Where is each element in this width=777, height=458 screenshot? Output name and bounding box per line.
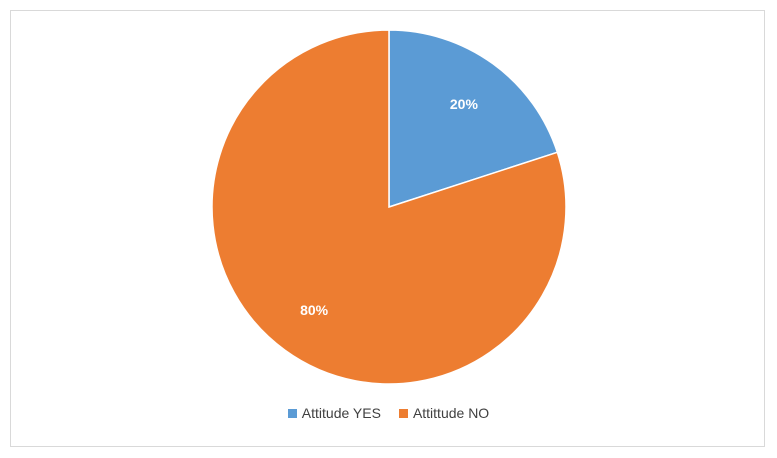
legend-swatch-attitude-yes xyxy=(287,408,297,418)
legend-label-attitude-yes: Attitude YES xyxy=(301,405,381,421)
data-label-attitude-yes: 20% xyxy=(450,96,479,112)
legend-swatch-attitude-no xyxy=(398,408,408,418)
chart-legend: Attitude YES Attittude NO xyxy=(0,401,777,425)
legend-item-attitude-no: Attittude NO xyxy=(398,405,490,421)
legend-item-attitude-yes: Attitude YES xyxy=(287,405,381,421)
legend-label-attitude-no: Attittude NO xyxy=(412,405,490,421)
pie-slice-attitude-no xyxy=(211,29,567,385)
pie-slice-attitude-yes xyxy=(388,29,559,209)
data-label-attitude-no: 80% xyxy=(300,302,329,318)
